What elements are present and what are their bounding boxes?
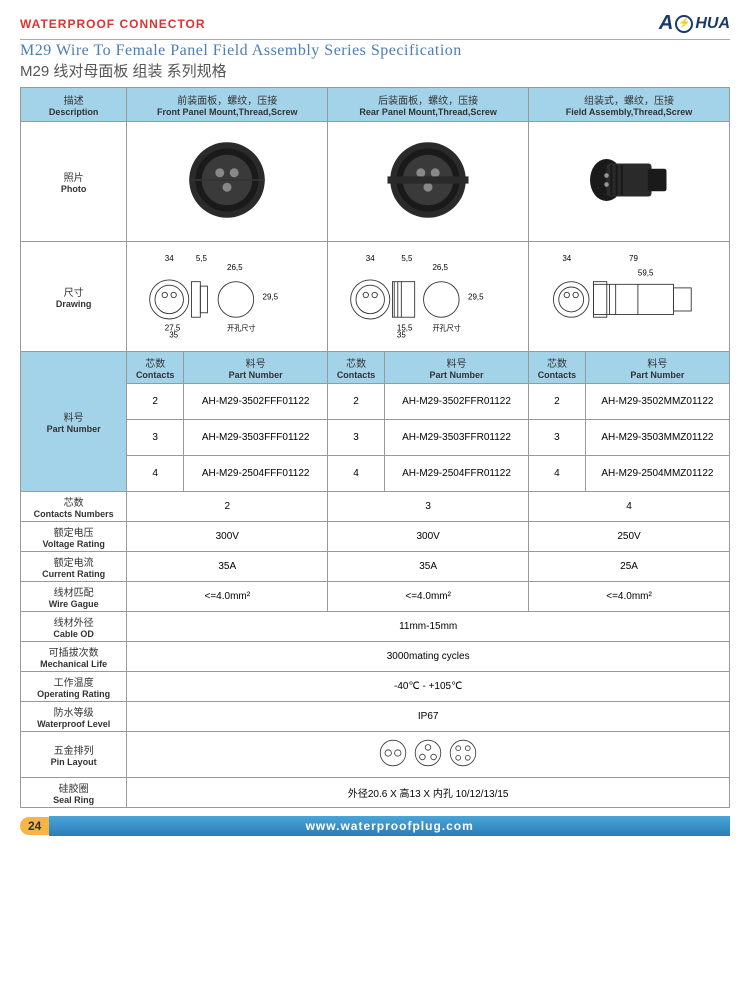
title-english: M29 Wire To Female Panel Field Assembly …	[20, 39, 730, 60]
brand-logo: A⚡HUA	[659, 12, 730, 35]
spec-table: 描述Description 前装面板，螺纹，压接Front Panel Moun…	[20, 87, 730, 808]
svg-text:35: 35	[170, 331, 179, 340]
photo-rear	[328, 122, 529, 242]
drawing-front: 345,526,529,527,535开孔尺寸	[127, 242, 328, 352]
svg-text:5,5: 5,5	[196, 254, 208, 263]
photo-field	[529, 122, 730, 242]
svg-text:59,5: 59,5	[638, 268, 654, 277]
svg-text:34: 34	[165, 254, 174, 263]
pin-layout-icons	[127, 732, 730, 778]
svg-text:26,5: 26,5	[433, 263, 449, 272]
drawing-field: 34 7959,5	[529, 242, 730, 352]
svg-text:5,5: 5,5	[401, 254, 413, 263]
svg-text:34: 34	[366, 254, 375, 263]
drawing-rear: 345,526,529,515,535开孔尺寸	[328, 242, 529, 352]
svg-text:35: 35	[397, 331, 406, 340]
svg-text:26,5: 26,5	[227, 263, 243, 272]
svg-text:29,5: 29,5	[468, 292, 484, 301]
footer-url: www.waterproofplug.com	[49, 816, 730, 836]
svg-text:开孔尺寸: 开孔尺寸	[433, 324, 461, 333]
page-number: 24	[20, 817, 49, 835]
photo-front	[127, 122, 328, 242]
svg-text:34: 34	[562, 254, 571, 263]
header-label: WATERPROOF CONNECTOR	[20, 17, 206, 31]
svg-text:79: 79	[629, 254, 638, 263]
title-chinese: M29 线对母面板 组装 系列规格	[20, 60, 730, 81]
svg-text:29,5: 29,5	[263, 292, 279, 301]
svg-text:开孔尺寸: 开孔尺寸	[227, 324, 255, 333]
